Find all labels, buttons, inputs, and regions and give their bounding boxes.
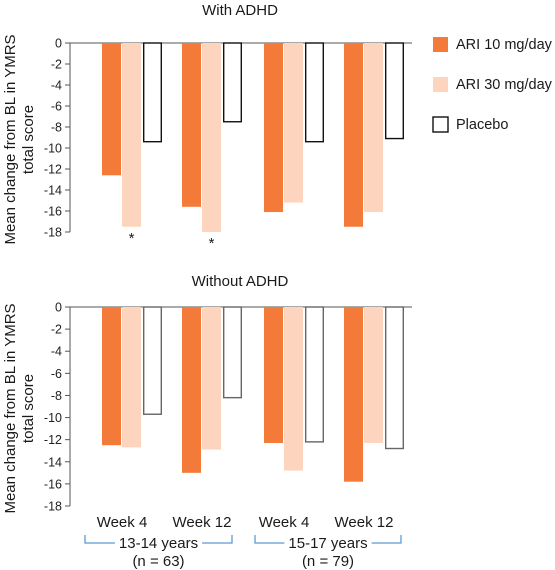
- y-tick-label: -6: [51, 100, 62, 114]
- bar-ari-10-mg-day: [264, 307, 283, 443]
- bar-placebo: [142, 306, 162, 415]
- y-tick-label: -4: [51, 79, 62, 93]
- y-tick-label: 0: [55, 301, 62, 315]
- bar-placebo: [222, 306, 242, 399]
- y-tick-label: -16: [44, 205, 62, 219]
- x-category-label: Week 4: [259, 514, 310, 531]
- bar-ari-30-mg-day: [202, 307, 221, 450]
- bar-ari-30-mg-day: [284, 43, 303, 203]
- group-label: 13-14 years: [119, 535, 198, 552]
- bar-ari-10-mg-day: [264, 43, 283, 213]
- y-axis-title: Mean change from BL in YMRStotal score: [2, 34, 37, 244]
- bar-ari-10-mg-day: [182, 43, 201, 207]
- y-tick-label: -8: [51, 121, 62, 135]
- bar-ari-30-mg-day: [122, 307, 141, 448]
- legend-swatch: [433, 77, 448, 92]
- y-axis-title-line: Mean change from BL in YMRS: [2, 303, 19, 513]
- panel-title: With ADHD: [202, 2, 278, 19]
- panel-title: Without ADHD: [192, 273, 289, 290]
- y-tick-label: -16: [44, 477, 62, 491]
- y-tick-label: -10: [44, 142, 62, 156]
- bar-ari-30-mg-day: [364, 307, 383, 443]
- y-axis-title: Mean change from BL in YMRStotal score: [2, 303, 37, 513]
- bar-ari-10-mg-day: [344, 307, 363, 482]
- bar-ari-30-mg-day: [364, 43, 383, 213]
- group-label-background: [284, 535, 372, 552]
- bar-ari-10-mg-day: [102, 307, 121, 446]
- y-tick-label: -18: [44, 500, 62, 514]
- y-tick-label: -14: [44, 184, 62, 198]
- y-axis-title-line: total score: [20, 105, 37, 174]
- y-axis-title-line: total score: [20, 374, 37, 443]
- y-axis-title-line: Mean change from BL in YMRS: [2, 34, 19, 244]
- bar-ari-30-mg-day: [122, 43, 141, 227]
- group-n-label: (n = 63): [132, 553, 184, 570]
- bar-placebo: [305, 42, 325, 143]
- bar-ari-10-mg-day: [102, 43, 121, 176]
- legend-label: ARI 30 mg/day: [456, 77, 553, 93]
- bar-ari-30-mg-day: [202, 43, 221, 232]
- bar-placebo: [385, 42, 405, 140]
- bar-placebo: [142, 42, 162, 143]
- bar-ari-30-mg-day: [284, 307, 303, 471]
- bar-placebo: [222, 42, 242, 123]
- group-n-label: (n = 79): [302, 553, 354, 570]
- y-tick-label: -12: [44, 163, 62, 177]
- bar-placebo: [305, 306, 325, 443]
- x-category-label: Week 12: [173, 514, 232, 531]
- y-tick-label: -10: [44, 411, 62, 425]
- bar-ari-10-mg-day: [182, 307, 201, 473]
- y-tick-label: -12: [44, 433, 62, 447]
- significance-marker: *: [209, 235, 215, 252]
- y-tick-label: -18: [44, 226, 62, 240]
- group-label: 15-17 years: [288, 535, 367, 552]
- significance-marker: *: [129, 230, 135, 247]
- y-tick-label: 0: [55, 37, 62, 51]
- y-tick-label: -6: [51, 367, 62, 381]
- y-tick-label: -8: [51, 389, 62, 403]
- bar-placebo: [385, 306, 405, 450]
- legend-swatch: [432, 116, 449, 133]
- y-tick-label: -14: [44, 455, 62, 469]
- y-tick-label: -2: [51, 58, 62, 72]
- legend-label: Placebo: [456, 117, 508, 133]
- y-tick-label: -2: [51, 323, 62, 337]
- bar-ari-10-mg-day: [344, 43, 363, 227]
- legend-swatch: [433, 37, 448, 52]
- group-label-background: [114, 535, 203, 552]
- y-tick-label: -4: [51, 345, 62, 359]
- x-category-label: Week 12: [335, 514, 394, 531]
- legend-label: ARI 10 mg/day: [456, 37, 553, 53]
- x-category-label: Week 4: [97, 514, 148, 531]
